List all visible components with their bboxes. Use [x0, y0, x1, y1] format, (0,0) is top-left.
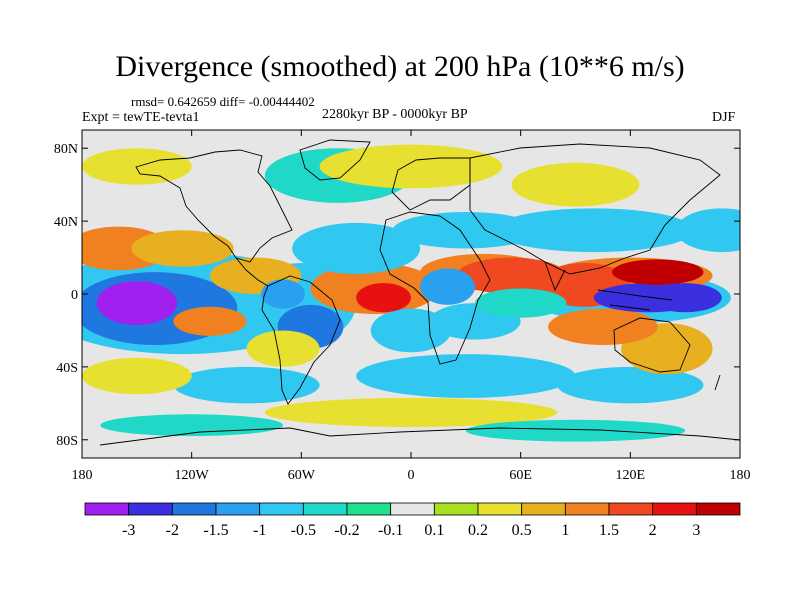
colorbar-swatch — [215, 502, 261, 516]
contour-region — [82, 357, 192, 395]
contour-region — [557, 366, 704, 404]
lat-tick-label: 80S — [56, 434, 78, 449]
coast-north-america — [135, 149, 293, 263]
contour-region — [456, 257, 567, 294]
contour-region — [261, 279, 305, 309]
colorbar-label: -3 — [122, 522, 135, 539]
coast-new-zealand — [714, 374, 721, 391]
colorbar-label: 0.5 — [512, 522, 532, 539]
contour-region — [96, 281, 178, 325]
lon-tick-label: 60W — [288, 468, 316, 483]
colorbar-swatch — [477, 502, 523, 516]
contour-region — [676, 208, 740, 253]
colorbar-swatch — [521, 502, 566, 516]
colorbar-label: 3 — [692, 522, 700, 539]
coast-africa — [379, 211, 491, 365]
coast-india — [544, 261, 566, 292]
lon-tick-label: 180 — [72, 468, 93, 483]
colorbar-label: -0.1 — [378, 522, 403, 539]
contour-region — [465, 419, 686, 442]
coast-south-america — [261, 275, 341, 405]
contour-region — [648, 283, 722, 313]
colorbar-label: 0.1 — [424, 522, 444, 539]
colorbar-swatch — [84, 502, 130, 516]
contour-region — [474, 288, 567, 318]
coast-asia — [469, 143, 721, 275]
colorbar-swatch — [171, 502, 217, 516]
colorbar-swatch — [608, 502, 654, 516]
period-label: 2280kyr BP - 0000kyr BP — [322, 107, 468, 122]
colorbar-label: 2 — [649, 522, 657, 539]
colorbar-label: 0.2 — [468, 522, 488, 539]
contour-region — [131, 230, 234, 267]
experiment-label: Expt = tewTE-tevta1 — [82, 110, 200, 125]
colorbar-swatch — [433, 502, 479, 516]
colorbar-swatch — [564, 502, 610, 516]
lon-tick-label: 0 — [408, 468, 415, 483]
contour-region — [511, 162, 640, 207]
contour-region — [356, 354, 576, 398]
season-label: DJF — [712, 110, 736, 125]
colorbar-swatch — [390, 502, 435, 516]
lon-tick-label: 60E — [509, 468, 532, 483]
lon-tick-label: 180 — [730, 468, 751, 483]
contour-region — [173, 306, 247, 336]
colorbar-swatch — [302, 502, 348, 516]
lon-tick-label: 120E — [616, 468, 646, 483]
contour-region — [292, 222, 421, 274]
coast-antarctica — [99, 427, 740, 446]
coast-greenland — [299, 139, 371, 181]
contour-region — [420, 268, 475, 305]
colorbar-label: -0.5 — [291, 522, 316, 539]
colorbar-swatch — [695, 502, 741, 516]
colorbar-label: -1 — [253, 522, 266, 539]
lon-tick-label: 120W — [175, 468, 210, 483]
contour-region — [392, 212, 539, 249]
colorbar-swatch — [346, 502, 392, 516]
colorbar-label: 1 — [561, 522, 569, 539]
colorbar-label: -1.5 — [203, 522, 228, 539]
contour-region — [264, 397, 558, 428]
lat-tick-label: 0 — [71, 288, 78, 303]
contour-region — [493, 208, 695, 253]
colorbar-swatch — [128, 502, 173, 516]
coast-central-america — [235, 257, 269, 287]
contour-region — [173, 366, 320, 404]
contour-region — [246, 330, 320, 367]
lat-tick-label: 80N — [54, 142, 78, 157]
coast-australia — [613, 317, 691, 373]
contour-region — [356, 283, 412, 313]
colorbar-label: 1.5 — [599, 522, 619, 539]
chart-title: Divergence (smoothed) at 200 hPa (10**6 … — [115, 50, 685, 83]
colorbar-label: -0.2 — [334, 522, 359, 539]
lat-tick-label: 40S — [56, 361, 78, 376]
stats-label: rmsd= 0.642659 diff= -0.00444402 — [131, 94, 315, 109]
colorbar-label: -2 — [166, 522, 179, 539]
lat-tick-label: 40N — [54, 215, 78, 230]
coast-se-asia — [597, 289, 673, 311]
colorbar-swatch — [652, 502, 697, 516]
colorbar-swatch — [259, 502, 304, 516]
contour-region — [612, 259, 704, 285]
contour-region — [319, 144, 503, 189]
contour-region — [548, 308, 658, 346]
